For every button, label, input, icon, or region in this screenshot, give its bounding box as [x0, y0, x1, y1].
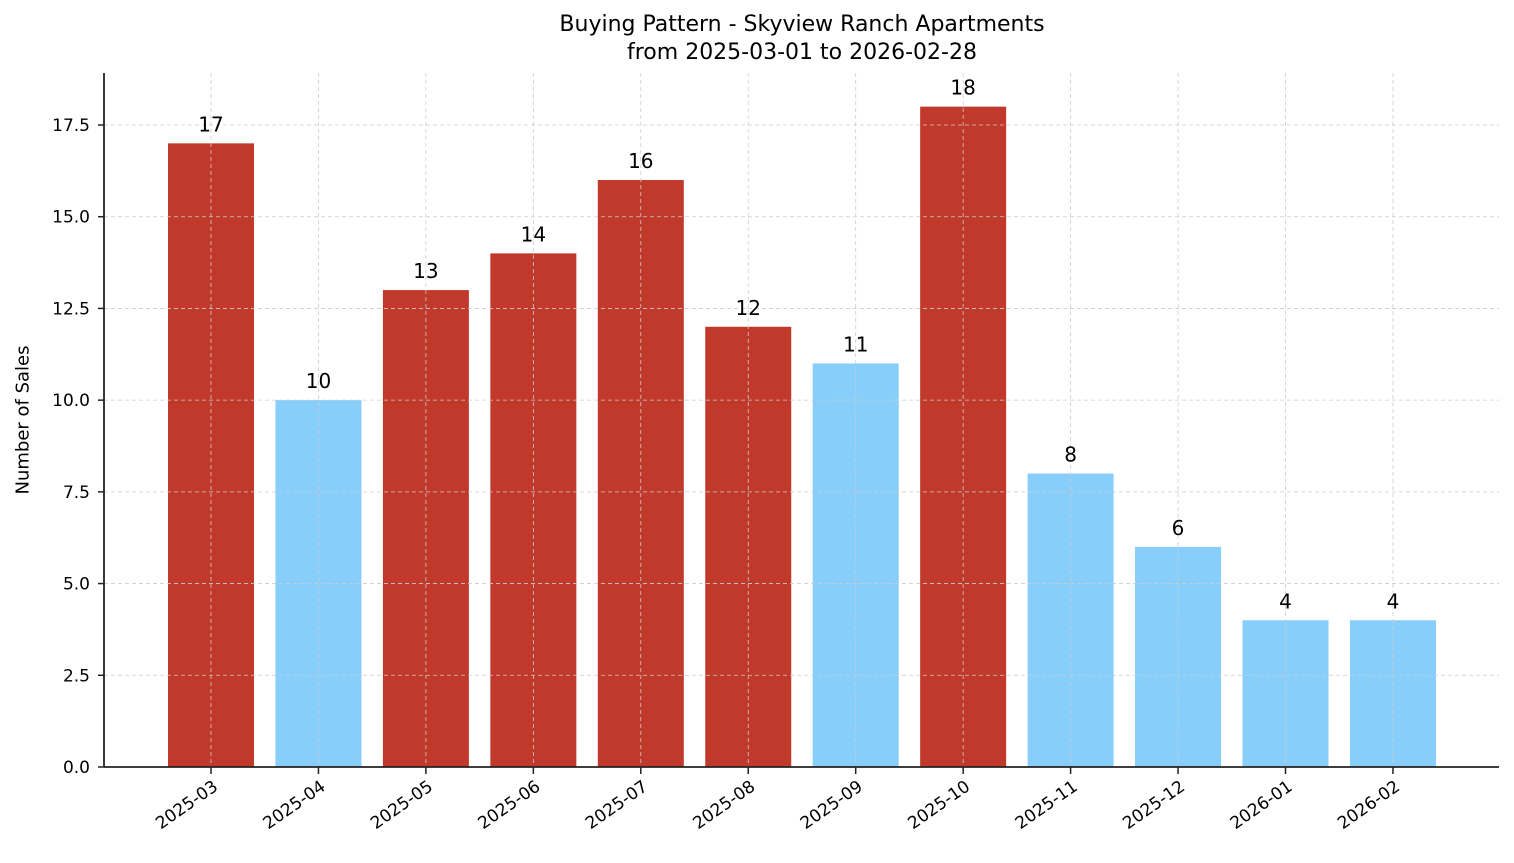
x-tick-label: 2025-05 [367, 777, 437, 834]
x-tick-label: 2026-02 [1334, 777, 1404, 834]
bar-value-label: 11 [843, 332, 868, 356]
x-tick-label: 2025-08 [689, 777, 759, 834]
bar-value-label: 10 [306, 369, 331, 393]
y-tick-label: 10.0 [52, 391, 90, 411]
x-tick-label: 2025-04 [260, 777, 330, 834]
x-tick-label: 2025-07 [582, 777, 652, 834]
chart-title: Buying Pattern - Skyview Ranch Apartment… [559, 12, 1045, 37]
x-tick-label: 2025-11 [1012, 777, 1082, 834]
y-tick-label: 5.0 [63, 575, 90, 595]
x-tick-label: 2025-06 [475, 777, 545, 834]
bar-value-label: 17 [198, 112, 223, 136]
bar-value-label: 13 [413, 259, 438, 283]
y-tick-label: 0.0 [63, 758, 90, 778]
bar-value-label: 4 [1387, 589, 1400, 613]
bar-value-label: 6 [1172, 516, 1185, 540]
bar-value-label: 4 [1279, 589, 1292, 613]
x-tick-label: 2025-09 [797, 777, 867, 834]
bar [1242, 620, 1329, 767]
x-tick-label: 2025-12 [1119, 777, 1189, 834]
chart-subtitle: from 2025-03-01 to 2026-02-28 [627, 40, 977, 65]
y-tick-label: 2.5 [63, 666, 90, 686]
bar [920, 106, 1007, 767]
y-tick-label: 7.5 [63, 483, 90, 503]
bar-value-label: 14 [521, 222, 546, 246]
bar-value-label: 8 [1064, 443, 1077, 467]
bar [1349, 620, 1436, 767]
x-tick-label: 2026-01 [1227, 777, 1297, 834]
x-tick-label: 2025-03 [152, 777, 222, 834]
y-tick-label: 15.0 [52, 208, 90, 228]
y-tick-label: 12.5 [52, 299, 90, 319]
bar [705, 326, 792, 767]
bar-value-label: 18 [950, 76, 975, 100]
y-tick-label: 17.5 [52, 116, 90, 136]
bar-value-label: 12 [736, 296, 761, 320]
bar-value-label: 16 [628, 149, 653, 173]
x-tick-label: 2025-10 [904, 777, 974, 834]
